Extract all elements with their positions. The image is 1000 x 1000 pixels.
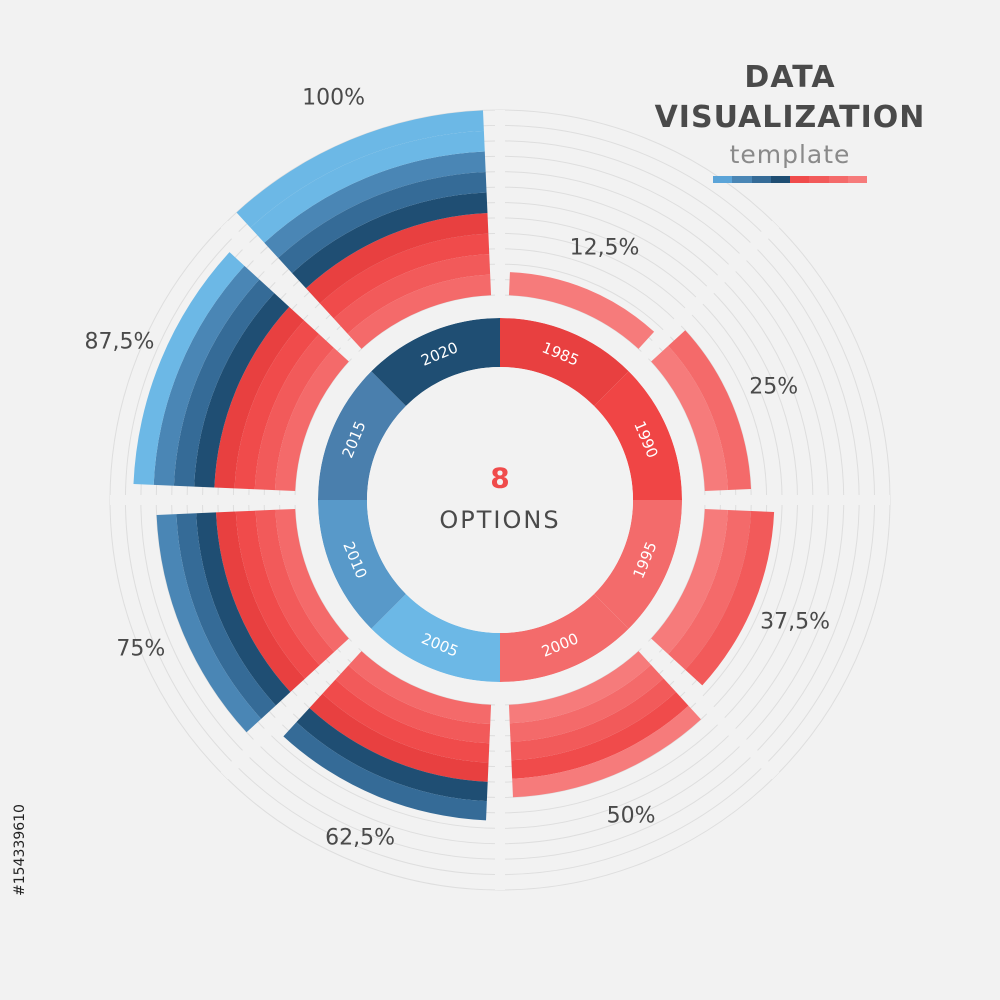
bar-band bbox=[512, 705, 701, 798]
inner-segment-1985 bbox=[500, 318, 629, 406]
bar-band bbox=[335, 665, 491, 744]
bar-band bbox=[509, 664, 664, 742]
center-label: OPTIONS bbox=[439, 506, 561, 534]
value-label: 62,5% bbox=[325, 825, 396, 851]
title-block: DATA VISUALIZATION template bbox=[640, 58, 940, 183]
title-color-bar bbox=[713, 176, 867, 183]
bar-2020 bbox=[236, 110, 492, 349]
side-id: #154339610 bbox=[12, 804, 28, 896]
grid-spoke bbox=[220, 220, 375, 375]
bar-band bbox=[319, 233, 490, 319]
value-label: 12,5% bbox=[569, 235, 640, 261]
bar-band bbox=[510, 678, 676, 761]
bar-band bbox=[296, 707, 488, 802]
inner-segment-1995 bbox=[594, 500, 682, 629]
bar-band bbox=[685, 510, 775, 686]
grid-spoke bbox=[625, 625, 780, 780]
bar-band bbox=[214, 306, 305, 489]
bar-band bbox=[322, 679, 490, 763]
bar-band bbox=[511, 692, 689, 779]
bar-2000 bbox=[508, 651, 701, 798]
grid-spoke bbox=[625, 220, 780, 375]
title-subtitle: template bbox=[729, 140, 851, 169]
bar-band bbox=[274, 347, 349, 492]
bar-band bbox=[278, 171, 487, 274]
bar-1985 bbox=[508, 272, 655, 349]
bar-2005 bbox=[283, 651, 492, 821]
grid-lines bbox=[109, 109, 891, 891]
bar-band bbox=[235, 510, 320, 679]
title-bar-swatch bbox=[770, 176, 790, 183]
bar-band bbox=[236, 110, 484, 228]
bar-2015 bbox=[133, 252, 349, 492]
bar-band bbox=[651, 345, 728, 492]
center-circle bbox=[367, 367, 633, 633]
title-bar-swatch bbox=[732, 176, 752, 183]
bar-band bbox=[234, 320, 320, 490]
bar-band bbox=[194, 293, 290, 488]
bar-1995 bbox=[651, 508, 775, 686]
bars bbox=[133, 110, 775, 821]
value-label: 25% bbox=[749, 374, 799, 400]
value-label: 37,5% bbox=[760, 609, 831, 635]
title-line-1: DATA bbox=[744, 60, 836, 95]
bar-band bbox=[275, 508, 349, 652]
title-bar-swatch bbox=[790, 176, 810, 183]
value-label: 87,5% bbox=[84, 329, 155, 355]
title-bar-swatch bbox=[713, 176, 733, 183]
value-label: 100% bbox=[302, 85, 365, 111]
inner-segment-2005 bbox=[371, 594, 500, 682]
grid-spoke bbox=[220, 625, 375, 780]
bar-band bbox=[255, 509, 335, 666]
bar-band bbox=[333, 254, 491, 334]
bar-band bbox=[508, 651, 651, 724]
bar-band bbox=[348, 651, 492, 725]
bar-band bbox=[508, 272, 655, 349]
inner-segment-2010 bbox=[318, 500, 406, 629]
bar-band bbox=[292, 192, 488, 289]
value-label: 50% bbox=[606, 803, 656, 829]
inner-segment-2020 bbox=[371, 318, 500, 406]
title-line-2: VISUALIZATION bbox=[654, 100, 926, 135]
bar-band bbox=[250, 130, 485, 243]
bar-band bbox=[215, 511, 306, 693]
title-bar-swatch bbox=[847, 176, 867, 183]
title-bar-swatch bbox=[809, 176, 829, 183]
bar-band bbox=[283, 722, 487, 821]
bar-band bbox=[309, 693, 489, 782]
bar-band bbox=[196, 512, 291, 706]
bar-1990 bbox=[651, 330, 752, 492]
bar-band bbox=[153, 265, 260, 486]
inner-segment-1990 bbox=[594, 371, 682, 500]
bar-band bbox=[173, 279, 275, 487]
bar-band bbox=[176, 513, 276, 719]
title-bar-swatch bbox=[828, 176, 848, 183]
bar-band bbox=[133, 252, 245, 485]
bar-band bbox=[668, 509, 752, 670]
bar-band bbox=[668, 330, 752, 491]
inner-segment-2015 bbox=[318, 371, 406, 500]
center-number: 8 bbox=[490, 461, 510, 495]
inner-ring-outline bbox=[314, 314, 686, 686]
bar-band bbox=[305, 213, 489, 304]
bar-2010 bbox=[156, 508, 349, 733]
title-bar-swatch bbox=[751, 176, 771, 183]
bar-band bbox=[347, 274, 492, 349]
inner-segment-2000 bbox=[500, 594, 629, 682]
bar-band bbox=[254, 334, 334, 491]
value-label: 75% bbox=[116, 636, 166, 662]
bar-band bbox=[651, 508, 728, 655]
bar-band bbox=[156, 514, 262, 733]
bar-band bbox=[264, 151, 486, 258]
